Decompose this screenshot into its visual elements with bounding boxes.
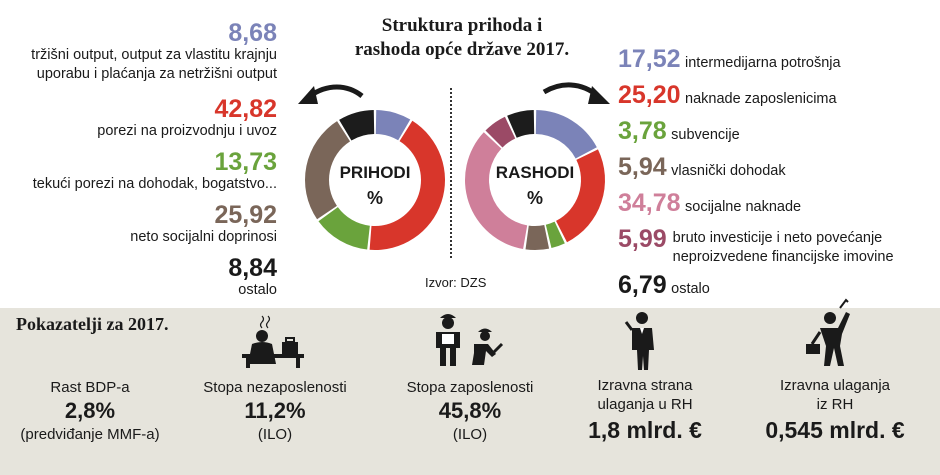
legend-item-expenditure: 17,52 intermedijarna potrošnja bbox=[618, 46, 933, 82]
revenue-slice bbox=[375, 110, 411, 141]
legend-label: neto socijalni doprinosi bbox=[130, 229, 277, 245]
value-label: 8,84 bbox=[228, 254, 277, 282]
value-label: 34,78 bbox=[618, 189, 681, 217]
expenditure-donut-chart: RASHODI% bbox=[465, 110, 605, 250]
revenue-slice bbox=[339, 110, 375, 141]
legend-item-revenue: 8,84 ostalo bbox=[0, 255, 277, 303]
revenue-donut-chart: PRIHODI% bbox=[305, 110, 445, 250]
legend-label: ostalo bbox=[671, 281, 710, 297]
left-legend: 8,68 tržišni output, output za vlastitu … bbox=[0, 20, 277, 303]
right-legend: 17,52 intermedijarna potrošnja 25,20 nak… bbox=[618, 46, 933, 302]
legend-label: uporabu i plaćanja za netržišni output bbox=[36, 66, 277, 82]
donut-center-unit: % bbox=[527, 188, 543, 208]
left-arrow-icon bbox=[298, 84, 364, 104]
expenditure-slice bbox=[535, 110, 597, 159]
value-label: 25,92 bbox=[214, 201, 277, 229]
chart-title-line-1: Struktura prihoda i bbox=[381, 15, 543, 36]
indicator-note: (ILO) bbox=[257, 426, 293, 443]
revenue-slice bbox=[305, 121, 351, 220]
indicator-fdi-out: Izravna ulaganja iz RH 0,545 mlrd. € bbox=[745, 376, 925, 444]
businessman-icon bbox=[806, 298, 850, 366]
indicator-fdi-in: Izravna strana ulaganja u RH 1,8 mlrd. € bbox=[570, 376, 720, 444]
expenditure-slice bbox=[545, 221, 565, 249]
indicators-title: Pokazatelji za 2017. bbox=[16, 314, 169, 334]
value-label: 25,20 bbox=[618, 81, 681, 109]
indicator-note: (predviđanje MMF-a) bbox=[20, 426, 160, 443]
value-label: 5,94 bbox=[618, 153, 667, 181]
workers-icon bbox=[436, 314, 504, 366]
value-label: 3,78 bbox=[618, 117, 667, 145]
businesswoman-icon bbox=[624, 312, 654, 370]
value-label: 8,68 bbox=[228, 19, 277, 47]
indicators-panel bbox=[0, 308, 940, 475]
legend-label: tekući porezi na dohodak, bogatstvo... bbox=[32, 176, 277, 192]
divider bbox=[450, 88, 452, 258]
revenue-slice bbox=[369, 120, 445, 250]
legend-label: intermedijarna potrošnja bbox=[685, 55, 841, 71]
indicator-title: Rast BDP-a bbox=[50, 379, 130, 396]
legend-label: subvencije bbox=[671, 127, 740, 143]
expenditure-slice bbox=[556, 149, 605, 243]
legend-item-expenditure: 34,78 socijalne naknade bbox=[618, 190, 933, 226]
indicator-title: Stopa nezaposlenosti bbox=[203, 379, 347, 396]
expenditure-slice bbox=[525, 225, 550, 250]
legend-label: porezi na proizvodnju i uvoz bbox=[97, 123, 277, 139]
legend-label: socijalne naknade bbox=[685, 199, 802, 215]
legend-item-expenditure: 5,94 vlasnički dohodak bbox=[618, 154, 933, 190]
value-label: 5,99 bbox=[618, 225, 667, 253]
indicator-value: 2,8% bbox=[64, 398, 116, 423]
legend-label: tržišni output, output za vlastitu krajn… bbox=[31, 47, 277, 63]
expenditure-slice bbox=[507, 110, 535, 138]
chart-title: Struktura prihoda i rashoda opće države … bbox=[312, 14, 612, 62]
value-label: 17,52 bbox=[618, 45, 681, 73]
expenditure-slice bbox=[465, 132, 528, 249]
legend-label: ostalo bbox=[238, 282, 277, 298]
legend-item-revenue: 25,92 neto socijalni doprinosi bbox=[0, 202, 277, 255]
legend-item-expenditure: 6,79 ostalo bbox=[618, 272, 933, 302]
indicator-title: Izravna ulaganja iz RH bbox=[779, 377, 891, 413]
legend-item-revenue: 8,68 tržišni output, output za vlastitu … bbox=[0, 20, 277, 92]
donut-center-label: PRIHODI bbox=[340, 163, 411, 182]
indicator-gdp: Rast BDP-a 2,8% (predviđanje MMF-a) bbox=[0, 378, 180, 444]
revenue-slice bbox=[318, 207, 370, 250]
indicator-value: 1,8 mlrd. € bbox=[588, 417, 702, 443]
expenditure-slice bbox=[485, 116, 516, 148]
indicator-value: 45,8% bbox=[438, 398, 502, 423]
indicator-value: 0,545 mlrd. € bbox=[765, 417, 905, 443]
legend-label: vlasnički dohodak bbox=[671, 163, 786, 179]
legend-item-revenue: 13,73 tekući porezi na dohodak, bogatstv… bbox=[0, 149, 277, 202]
value-label: 6,79 bbox=[618, 271, 667, 299]
legend-label: bruto investicije i neto povećanje bbox=[672, 230, 883, 246]
legend-item-expenditure: 25,20 naknade zaposlenicima bbox=[618, 82, 933, 118]
legend-item-expenditure: 3,78 subvencije bbox=[618, 118, 933, 154]
unemployed-person-icon bbox=[242, 315, 304, 368]
donut-center-label: RASHODI bbox=[496, 163, 574, 182]
legend-label: neproizvedene financijske imovine bbox=[672, 249, 894, 265]
value-label: 13,73 bbox=[214, 148, 277, 176]
donut-center-unit: % bbox=[367, 188, 383, 208]
indicator-title: Stopa zaposlenosti bbox=[406, 379, 534, 396]
indicator-value: 11,2% bbox=[244, 398, 306, 423]
indicator-unemployment: Stopa nezaposlenosti 11,2% (ILO) bbox=[180, 378, 370, 444]
indicator-title: Izravna strana ulaganja u RH bbox=[597, 377, 693, 413]
chart-title-line-2: rashoda opće države 2017. bbox=[354, 39, 570, 60]
legend-item-expenditure: 5,99 bruto investicije i neto povećanje … bbox=[618, 226, 933, 272]
value-label: 42,82 bbox=[214, 95, 277, 123]
indicator-note: (ILO) bbox=[452, 426, 488, 443]
source-note: Izvor: DZS bbox=[425, 275, 487, 290]
indicator-employment: Stopa zaposlenosti 45,8% (ILO) bbox=[375, 378, 565, 444]
right-arrow-icon bbox=[542, 82, 610, 104]
legend-label: naknade zaposlenicima bbox=[685, 91, 837, 107]
legend-item-revenue: 42,82 porezi na proizvodnju i uvoz bbox=[0, 96, 277, 149]
